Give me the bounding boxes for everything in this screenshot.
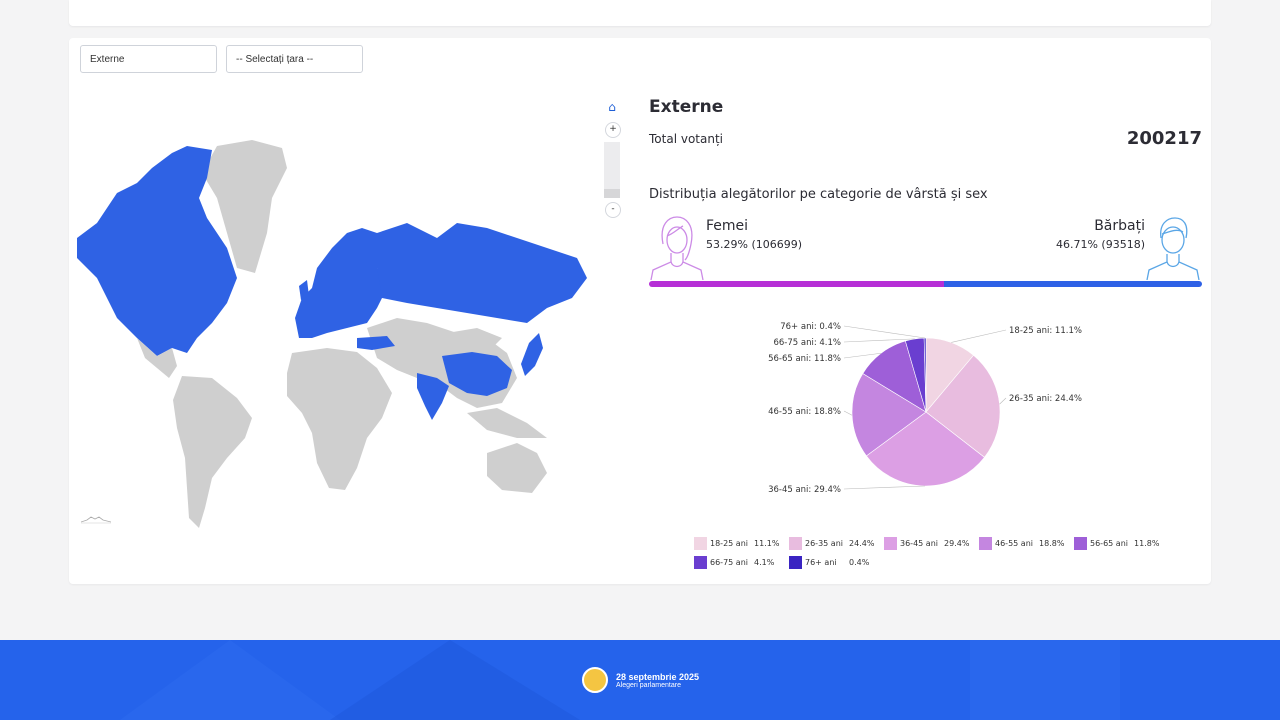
legend-swatch	[694, 556, 707, 569]
legend-item[interactable]: 76+ ani 0.4%	[789, 556, 869, 569]
map-region-mongolia[interactable]	[447, 328, 502, 353]
pie-label-connector	[951, 329, 1007, 343]
legend-label: 26-35 ani	[805, 539, 843, 548]
zoom-slider-thumb[interactable]	[604, 189, 620, 198]
top-card	[69, 0, 1211, 26]
map-region-russia[interactable]	[377, 223, 587, 323]
gender-ratio-bar	[649, 281, 1202, 287]
pie-label-connector	[843, 352, 882, 359]
male-label: Bărbați	[1094, 218, 1145, 234]
pie-slice-label: 18-25 ani: 11.1%	[1009, 326, 1082, 336]
legend-item[interactable]: 18-25 ani 11.1%	[694, 537, 779, 550]
map-region-china[interactable]	[442, 352, 512, 396]
legend-item[interactable]: 56-65 ani 11.8%	[1074, 537, 1159, 550]
pie-slice-label: 46-55 ani: 18.8%	[768, 407, 841, 417]
country-select[interactable]: -- Selectați țara --	[226, 45, 363, 73]
legend-swatch	[789, 537, 802, 550]
gender-bar-male	[943, 281, 1202, 287]
footer-brand: 28 septembrie 2025 Alegeri parlamentare	[582, 667, 699, 693]
map-region-south-america[interactable]	[173, 376, 252, 528]
female-avatar-icon	[650, 216, 704, 280]
legend-swatch	[1074, 537, 1087, 550]
legend-item[interactable]: 46-55 ani 18.8%	[979, 537, 1064, 550]
pie-slice-label: 66-75 ani: 4.1%	[773, 338, 841, 348]
legend-value: 18.8%	[1039, 539, 1065, 548]
pie-slice-label: 36-45 ani: 29.4%	[768, 485, 841, 495]
pie-label-connector	[999, 397, 1007, 405]
zoom-in-button[interactable]: +	[605, 122, 621, 138]
zoom-slider[interactable]	[604, 142, 620, 198]
female-stat: 53.29% (106699)	[706, 238, 803, 251]
legend-swatch	[884, 537, 897, 550]
legend-label: 18-25 ani	[710, 539, 748, 548]
male-avatar-icon	[1146, 217, 1200, 280]
map-region-southeast-asia[interactable]	[467, 408, 547, 438]
legend-value: 24.4%	[849, 539, 875, 548]
legend-label: 56-65 ani	[1090, 539, 1128, 548]
gender-bar-female	[649, 281, 944, 287]
zoom-out-button[interactable]: -	[605, 202, 621, 218]
map-region-north-america[interactable]	[77, 146, 237, 356]
legend-value: 0.4%	[849, 558, 870, 567]
legend-value: 4.1%	[754, 558, 775, 567]
legend-swatch	[979, 537, 992, 550]
male-stat: 46.71% (93518)	[1055, 238, 1145, 251]
pie-slice-label: 76+ ani: 0.4%	[780, 322, 841, 332]
footer-date: 28 septembrie 2025	[616, 671, 700, 682]
pie-slice[interactable]	[925, 354, 1001, 458]
legend-value: 11.8%	[1134, 539, 1160, 548]
legend-item[interactable]: 36-45 ani 29.4%	[884, 537, 969, 550]
region-title: Externe	[649, 97, 724, 117]
pie-label-connector	[843, 410, 853, 416]
legend-label: 46-55 ani	[995, 539, 1033, 548]
world-map[interactable]	[77, 138, 589, 538]
footer: 28 septembrie 2025 Alegeri parlamentare	[0, 640, 1280, 720]
footer-subtitle: Alegeri parlamentare	[616, 681, 681, 689]
map-region-africa[interactable]	[287, 348, 392, 490]
map-region-uk[interactable]	[299, 280, 309, 300]
map-region-greenland[interactable]	[202, 140, 287, 273]
map-zoom-controls: ⌂ + -	[604, 100, 621, 218]
distribution-title: Distribuția alegătorilor pe categorie de…	[649, 187, 988, 202]
pie-slice[interactable]	[851, 373, 927, 457]
map-region-europe[interactable]	[295, 228, 387, 338]
map-region-india[interactable]	[417, 373, 449, 420]
legend-swatch	[789, 556, 802, 569]
female-label: Femei	[706, 218, 749, 234]
map-region-australia[interactable]	[487, 443, 547, 493]
pie-label-connector	[843, 325, 926, 339]
legend-label: 36-45 ani	[900, 539, 938, 548]
region-select[interactable]: Externe	[80, 45, 217, 73]
map-scale-icon	[81, 516, 111, 524]
pie-slice-label: 26-35 ani: 24.4%	[1009, 394, 1082, 404]
legend-item[interactable]: 66-75 ani 4.1%	[694, 556, 774, 569]
legend-item[interactable]: 26-35 ani 24.4%	[789, 537, 874, 550]
footer-background-shapes	[120, 640, 1120, 720]
pie-slice-label: 56-65 ani: 11.8%	[768, 354, 841, 364]
legend-value: 11.1%	[754, 539, 780, 548]
total-voters-label: Total votanți	[649, 132, 723, 146]
age-distribution-pie: 18-25 ani: 11.1% 26-35 ani: 24.4% 36-45 an…	[768, 322, 1082, 495]
legend-label: 66-75 ani	[710, 558, 748, 567]
map-region-japan[interactable]	[521, 333, 543, 376]
legend-value: 29.4%	[944, 539, 970, 548]
total-voters-value: 200217	[1126, 128, 1202, 149]
map-region-turkey[interactable]	[357, 336, 395, 350]
legend-label: 76+ ani	[805, 558, 837, 567]
pie-label-connector	[843, 485, 926, 490]
map-region-central-america[interactable]	[137, 338, 177, 378]
emblem-icon	[582, 667, 608, 693]
results-card: Externe -- Selectați țara -- ⌂ + -	[69, 38, 1211, 584]
legend-swatch	[694, 537, 707, 550]
pie-label-connector	[843, 338, 915, 343]
home-icon[interactable]: ⌂	[608, 100, 616, 114]
